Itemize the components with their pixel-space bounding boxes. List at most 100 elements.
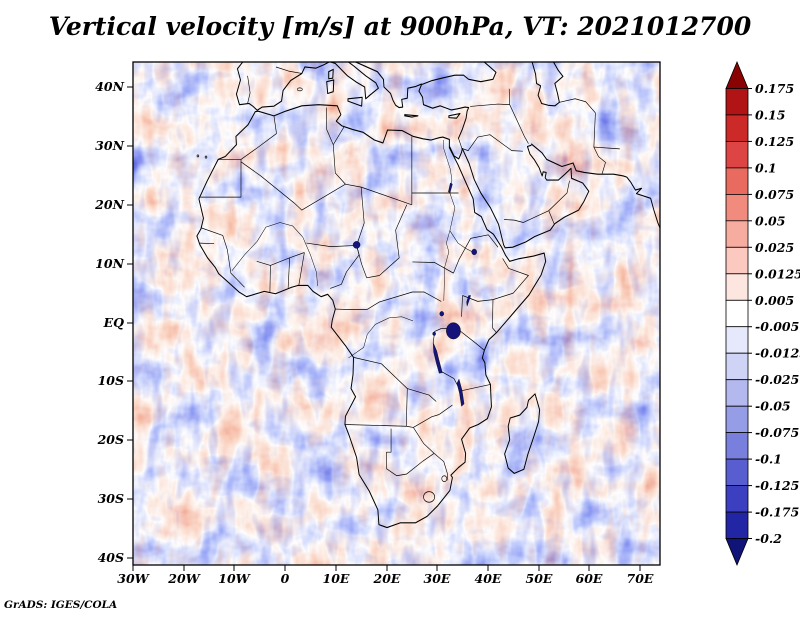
colorbar-segment xyxy=(725,405,749,434)
canary-island-2 xyxy=(196,154,200,158)
colorbar-tick-label: -0.05 xyxy=(755,399,791,414)
italy-coastline xyxy=(329,62,379,100)
swaziland-border xyxy=(441,475,448,482)
balearics-island xyxy=(296,87,303,92)
colorbar-tick-label: 0.125 xyxy=(755,134,794,149)
colorbar-boundary-ticks xyxy=(748,88,752,539)
colorbar-tick-label: 0.1 xyxy=(755,160,777,175)
colorbar-tick-label: 0.075 xyxy=(755,187,794,202)
colorbar-tick-label: -0.0125 xyxy=(755,346,800,361)
colorbar-tick-label: -0.1 xyxy=(755,452,782,467)
colorbar-segment xyxy=(725,220,749,248)
colorbar-top-arrow xyxy=(725,60,749,89)
canary-island-1 xyxy=(204,155,208,159)
colorbar-bottom-arrow xyxy=(725,538,749,567)
y-tick-label: 40N xyxy=(95,79,124,94)
colorbar-segment xyxy=(725,485,749,513)
lake-victoria xyxy=(446,322,461,340)
levant-anatolia-coastline xyxy=(418,62,497,139)
y-tick-label: 20N xyxy=(94,197,124,212)
colorbar-tick-label: 0.175 xyxy=(755,81,794,96)
colorbar-segment xyxy=(725,246,749,275)
crete-coastline xyxy=(404,114,419,118)
colorbar-segment xyxy=(725,114,749,142)
y-tick-label: 10S xyxy=(98,373,124,388)
lake-tanganyika xyxy=(432,342,443,374)
colorbar-tick-label: -0.2 xyxy=(755,531,782,546)
colorbar-tick-label: -0.175 xyxy=(755,505,799,520)
x-tick-label: 70E xyxy=(627,571,654,586)
x-tick-label: 0 xyxy=(281,571,290,586)
y-tick-label: 20S xyxy=(97,432,124,447)
colorbar-segment xyxy=(725,273,749,301)
colorbar-tick-label: 0.005 xyxy=(755,293,794,308)
lake-kivu xyxy=(432,331,436,336)
colorbar-segment xyxy=(725,379,749,407)
x-tick-label: 50E xyxy=(526,571,553,586)
x-tick-label: 30W xyxy=(117,571,150,586)
country-borders xyxy=(198,66,620,481)
lake-tana xyxy=(471,248,477,256)
y-axis-labels: 40N 30N 20N 10N EQ 10S 20S 30S 40S xyxy=(94,79,124,565)
colorbar-tick-label: -0.075 xyxy=(755,425,799,440)
x-tick-label: 10E xyxy=(323,571,350,586)
sardinia-coastline xyxy=(326,79,335,95)
colorbar-segment xyxy=(725,511,749,539)
plot-title: Vertical velocity [m/s] at 900hPa, VT: 2… xyxy=(48,12,752,41)
caspian-coastline xyxy=(531,62,564,107)
rivers xyxy=(231,139,474,359)
lake-nasser xyxy=(448,182,453,194)
colorbar-tick-label: 0.05 xyxy=(755,213,785,228)
sinai-coastline xyxy=(449,146,463,160)
arabia-coastline xyxy=(461,144,590,249)
y-tick-label: 30N xyxy=(95,138,124,153)
y-tick-label: 30S xyxy=(98,491,124,506)
plot-frame xyxy=(132,61,661,566)
colorbar-segment xyxy=(725,299,749,328)
lake-malawi xyxy=(456,378,465,407)
colorbar-segment xyxy=(725,193,749,222)
colorbar: 0.175 0.15 0.125 0.1 0.075 0.05 0.025 0.… xyxy=(725,60,800,567)
colorbar-segment xyxy=(725,88,749,116)
colorbar-tick-label: 0.025 xyxy=(755,240,794,255)
x-tick-label: 60E xyxy=(576,571,603,586)
x-tick-label: 10W xyxy=(218,571,251,586)
x-axis-labels: 30W 20W 10W 0 10E 20E 30E 40E 50E 60E 70… xyxy=(117,571,654,586)
colorbar-labels: 0.175 0.15 0.125 0.1 0.075 0.05 0.025 0.… xyxy=(755,81,800,546)
colorbar-tick-label: -0.125 xyxy=(755,478,799,493)
lesotho-border xyxy=(423,491,435,503)
velocity-field xyxy=(133,62,660,565)
x-tick-label: 30E xyxy=(424,571,451,586)
colorbar-segment xyxy=(725,167,749,195)
colorbar-segment xyxy=(725,352,749,381)
colorbar-segment xyxy=(725,432,749,460)
y-tick-label: EQ xyxy=(103,315,125,330)
grads-credit: GrADS: IGES/COLA xyxy=(4,599,118,611)
map-overlay xyxy=(196,62,660,529)
lakes xyxy=(352,182,477,407)
sicily-coastline xyxy=(347,96,363,107)
y-axis-ticks xyxy=(127,86,133,559)
colorbar-segment xyxy=(725,326,749,354)
x-tick-label: 20W xyxy=(167,571,201,586)
colorbar-tick-label: -0.005 xyxy=(755,319,799,334)
x-axis-ticks xyxy=(132,565,641,571)
corsica-coastline xyxy=(328,68,334,80)
cyprus-coastline xyxy=(448,112,461,119)
y-tick-label: 40S xyxy=(98,550,124,565)
balkan-greece-coastline xyxy=(354,62,422,109)
colorbar-segment xyxy=(725,458,749,487)
africa-coastline xyxy=(196,104,547,529)
lake-chad xyxy=(352,241,361,249)
colorbar-tick-label: 0.15 xyxy=(755,107,785,122)
iberia-coastline xyxy=(235,62,331,111)
madagascar-coastline xyxy=(504,393,541,474)
y-tick-label: 10N xyxy=(95,256,124,271)
colorbar-tick-label: -0.025 xyxy=(755,372,799,387)
iran-india-coastline xyxy=(531,143,660,230)
lake-albert xyxy=(439,311,444,317)
colorbar-segment xyxy=(725,140,749,169)
lake-turkana xyxy=(466,295,471,307)
